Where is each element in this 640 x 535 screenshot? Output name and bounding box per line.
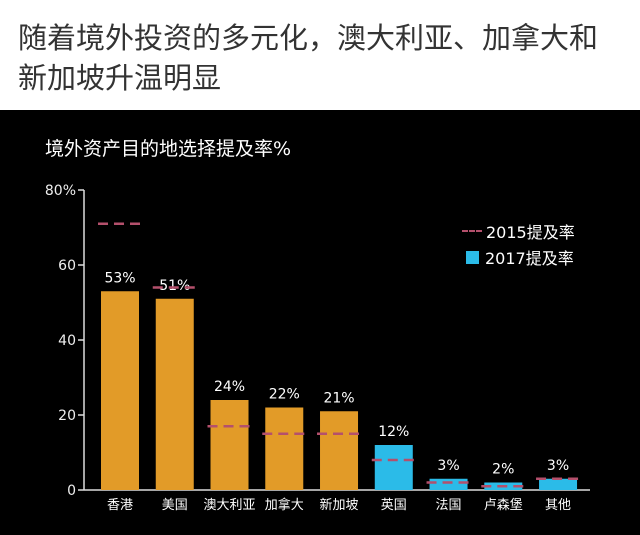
bar xyxy=(539,478,578,490)
category-label: 加拿大 xyxy=(265,497,304,513)
legend-item-2015: 2015提及率 xyxy=(462,219,575,243)
bar xyxy=(101,291,139,490)
category-label: 卢森堡 xyxy=(484,497,523,513)
bar xyxy=(155,298,194,490)
legend-item-2017: 2017提及率 xyxy=(462,245,575,269)
y-tick-label: 40 xyxy=(58,333,76,349)
bar-value-label: 12% xyxy=(378,424,409,440)
category-label: 美国 xyxy=(162,498,188,513)
headline: 随着境外投资的多元化，澳大利亚、加拿大和新加坡升温明显 xyxy=(14,8,626,102)
category-label: 法国 xyxy=(436,498,462,513)
y-tick-label: 0 xyxy=(67,483,76,499)
category-label: 英国 xyxy=(381,498,407,513)
bar xyxy=(210,400,249,490)
legend: 2015提及率 2017提及率 xyxy=(462,219,575,271)
bar xyxy=(374,445,413,490)
bar-value-label: 2% xyxy=(492,462,514,478)
bar xyxy=(320,411,359,490)
category-label: 新加坡 xyxy=(320,497,359,513)
bar-value-label: 21% xyxy=(323,390,354,406)
category-label: 澳大利亚 xyxy=(204,497,256,513)
bar-value-label: 24% xyxy=(214,379,245,395)
legend-label-2017: 2017提及率 xyxy=(485,249,574,268)
category-label: 其他 xyxy=(545,498,571,513)
bar-value-label: 3% xyxy=(437,458,459,474)
legend-swatch xyxy=(466,250,479,264)
y-tick-label: 80% xyxy=(45,183,76,199)
category-label: 香港 xyxy=(107,498,133,513)
legend-dash-marker xyxy=(462,230,482,232)
bar-value-label: 53% xyxy=(104,270,135,286)
y-tick-label: 60 xyxy=(58,258,76,274)
bar-value-label: 3% xyxy=(547,458,569,474)
chart-title: 境外资产目的地选择提及率% xyxy=(45,138,292,160)
bar xyxy=(265,407,304,490)
bar xyxy=(429,478,468,490)
bar-value-label: 51% xyxy=(159,278,190,294)
y-tick-label: 20 xyxy=(58,408,76,424)
bar-value-label: 22% xyxy=(269,387,300,403)
legend-label-2015: 2015提及率 xyxy=(486,223,575,242)
